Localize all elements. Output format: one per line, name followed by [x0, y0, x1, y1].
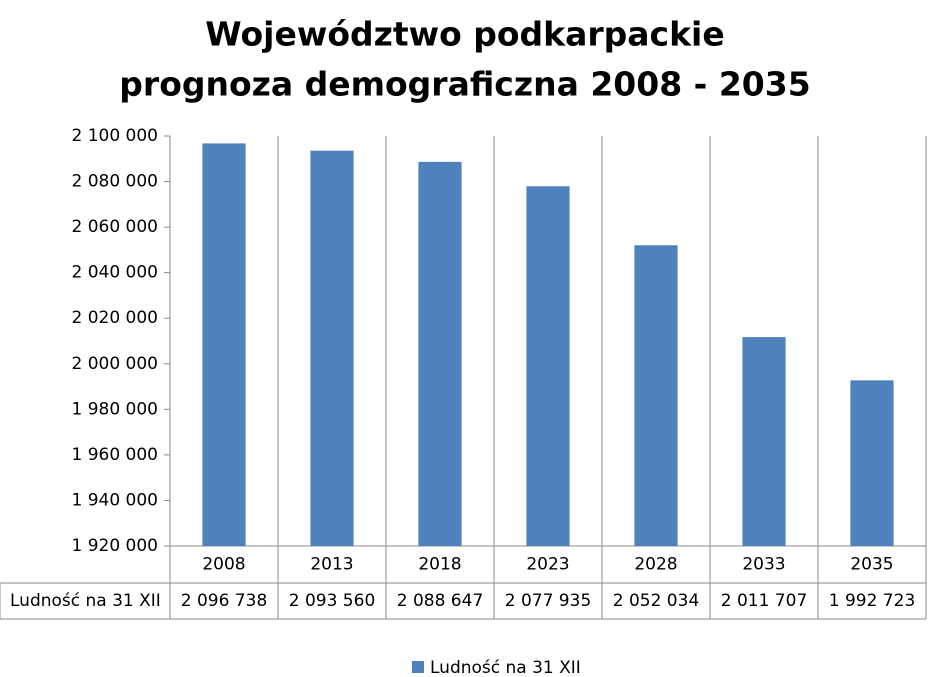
- x-tick-label: 2008: [202, 555, 245, 575]
- table-row-header: Ludność na 31 XII: [10, 591, 161, 611]
- bar: [742, 337, 786, 546]
- y-tick-label: 1 920 000: [71, 536, 158, 556]
- bar: [418, 161, 462, 546]
- bar: [634, 245, 678, 546]
- legend-label: Ludność na 31 XII: [430, 658, 581, 677]
- table-value: 2 096 738: [181, 591, 268, 611]
- table-value: 2 077 935: [505, 591, 592, 611]
- x-tick-label: 2028: [634, 555, 677, 575]
- table-value: 2 052 034: [613, 591, 700, 611]
- y-tick-label: 1 940 000: [71, 490, 158, 510]
- bar: [202, 143, 246, 546]
- bar: [526, 186, 570, 547]
- legend-swatch: [412, 661, 424, 673]
- y-tick-label: 2 060 000: [71, 217, 158, 237]
- chart-title: Województwo podkarpackie: [205, 15, 725, 54]
- x-tick-label: 2018: [418, 555, 461, 575]
- bar: [850, 380, 894, 546]
- y-tick-label: 2 100 000: [71, 126, 158, 146]
- table-value: 1 992 723: [829, 591, 916, 611]
- table-value: 2 011 707: [721, 591, 808, 611]
- y-tick-label: 2 080 000: [71, 172, 158, 192]
- x-tick-label: 2013: [310, 555, 353, 575]
- chart-subtitle: prognoza demograficzna 2008 - 2035: [119, 65, 810, 104]
- y-tick-label: 2 020 000: [71, 308, 158, 328]
- x-tick-label: 2023: [526, 555, 569, 575]
- y-tick-label: 2 000 000: [71, 354, 158, 374]
- table-value: 2 093 560: [289, 591, 376, 611]
- y-tick-label: 1 980 000: [71, 399, 158, 419]
- table-value: 2 088 647: [397, 591, 484, 611]
- bar: [310, 150, 354, 546]
- x-tick-label: 2033: [742, 555, 785, 575]
- x-tick-label: 2035: [850, 555, 893, 575]
- y-tick-label: 2 040 000: [71, 263, 158, 283]
- y-tick-label: 1 960 000: [71, 445, 158, 465]
